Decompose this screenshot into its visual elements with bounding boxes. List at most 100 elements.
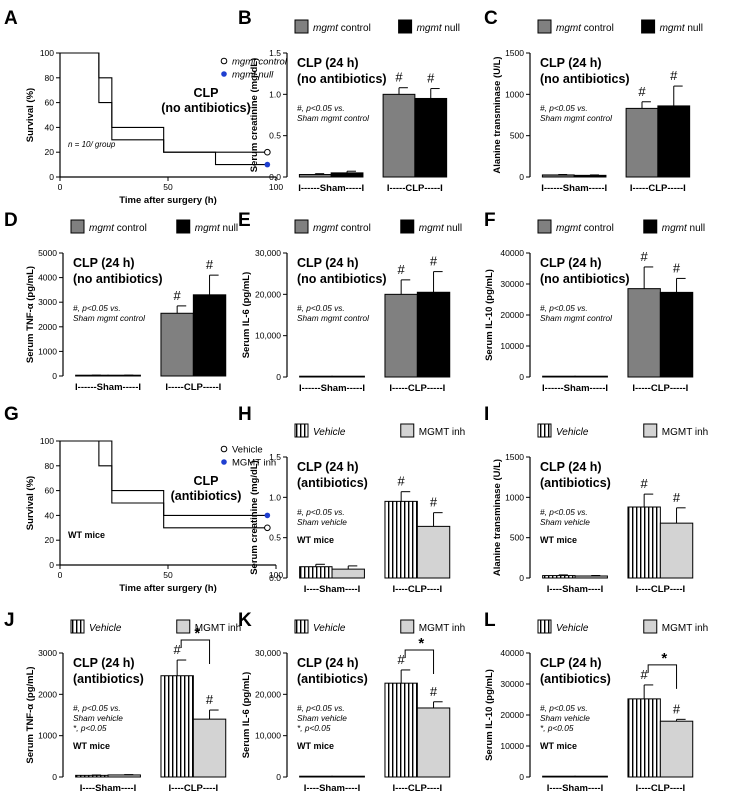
- y-tick-label: 0.0: [269, 573, 281, 583]
- panel-subtitle: (no antibiotics): [297, 72, 387, 86]
- panel-note: #, p<0.05 vs.: [297, 103, 345, 113]
- significance-hash: #: [673, 490, 681, 505]
- legend-swatch: [537, 619, 552, 634]
- panel-title: CLP (24 h): [540, 460, 602, 474]
- legend-label: mgmt null: [195, 223, 238, 234]
- panel-note: #, p<0.05 vs.: [297, 507, 345, 517]
- group-label-clp: I----CLP----I: [169, 783, 219, 794]
- legend-swatch: [537, 219, 552, 234]
- panel-subtitle: (antibiotics): [73, 672, 144, 686]
- y-tick-label: 0: [276, 372, 281, 382]
- y-tick-label: 10000: [500, 741, 524, 751]
- group-label-sham: I------Sham-----I: [542, 383, 608, 394]
- panel-title: CLP (24 h): [297, 656, 359, 670]
- legend-label: MGMT inh: [419, 427, 466, 438]
- panel-note: *, p<0.05: [297, 723, 331, 733]
- y-tick-label: 0.5: [269, 533, 281, 543]
- bar-0: [299, 775, 333, 778]
- y-tick-label: 500: [510, 131, 524, 141]
- x-tick-label: 50: [163, 570, 173, 580]
- panel-letter: L: [484, 610, 496, 631]
- significance-hash: #: [174, 288, 182, 303]
- panel-note: Sham vehicle: [540, 517, 590, 527]
- panel-letter: G: [4, 404, 19, 425]
- bar-0: [299, 375, 333, 378]
- significance-star: *: [194, 625, 200, 642]
- y-axis-label: Alanine transminase (U/L): [492, 459, 503, 576]
- group-label-clp: I-----CLP-----I: [387, 183, 443, 194]
- significance-hash: #: [427, 71, 435, 86]
- panel-note: WT mice: [73, 741, 110, 751]
- significance-hash: #: [641, 667, 649, 682]
- panel-title: CLP (24 h): [540, 656, 602, 670]
- panel-c: C 0 500 1000 1500 # # I------Sham-----I I-----CL…: [484, 8, 703, 194]
- panel-title: CLP (24 h): [297, 56, 359, 70]
- panel-letter: D: [4, 210, 18, 231]
- y-tick-label: 1500: [505, 48, 524, 58]
- legend-label: mgmt control: [232, 57, 288, 68]
- significance-hash: #: [206, 257, 214, 272]
- panel-note: #, p<0.05 vs.: [297, 303, 345, 313]
- x-tick-label: 100: [269, 182, 283, 192]
- bar-2: [384, 682, 418, 778]
- y-tick-label: 3000: [38, 648, 57, 658]
- panel-title: CLP (24 h): [73, 656, 135, 670]
- legend-label: MGMT inh: [419, 623, 466, 634]
- y-axis-label: Serum TNF-α (pg/mL): [25, 666, 36, 763]
- y-tick-label: 1500: [505, 452, 524, 462]
- survival-end-marker: [264, 148, 271, 156]
- panel-note: Sham mgmt control: [297, 113, 370, 123]
- y-tick-label: 4000: [38, 273, 57, 283]
- panel-subtitle: (no antibiotics): [161, 101, 251, 115]
- significance-hash: #: [174, 642, 182, 657]
- y-axis-label: Serum creatinine (mg/dL): [249, 58, 260, 173]
- bar-1: [107, 774, 141, 778]
- y-tick-label: 20000: [500, 710, 524, 720]
- panel-note: Sham mgmt control: [540, 313, 613, 323]
- legend-label: Vehicle: [232, 445, 263, 456]
- significance-hash: #: [398, 262, 406, 277]
- legend-swatch: [70, 219, 85, 234]
- y-tick-label: 1000: [38, 346, 57, 356]
- y-tick-label: 40000: [500, 648, 524, 658]
- panel-note: Sham mgmt control: [297, 313, 370, 323]
- group-label-sham: I------Sham-----I: [541, 183, 607, 194]
- legend-label: MGMT inh: [232, 458, 276, 469]
- panel-note: #, p<0.05 vs.: [73, 703, 121, 713]
- panel-subtitle: (antibiotics): [297, 476, 368, 490]
- significance-bracket: [404, 649, 435, 674]
- y-tick-label: 2000: [38, 689, 57, 699]
- panel-note: WT mice: [540, 741, 577, 751]
- group-label-clp: I-----CLP-----I: [630, 183, 686, 194]
- x-tick-label: 50: [163, 182, 173, 192]
- group-label-sham: I------Sham-----I: [75, 382, 141, 393]
- panel-note: WT mice: [297, 535, 334, 545]
- panel-note: *, p<0.05: [540, 723, 574, 733]
- legend-swatch: [294, 19, 309, 34]
- panel-note: *, p<0.05: [73, 723, 107, 733]
- panel-subtitle: (no antibiotics): [540, 72, 630, 86]
- panel-k: K 0 10,000 20,000 30,000 # # * I----Sham----I I--…: [238, 610, 465, 794]
- bar-1: [574, 375, 608, 378]
- panel-note: #, p<0.05 vs.: [540, 703, 588, 713]
- panel-subtitle: (no antibiotics): [297, 272, 387, 286]
- panel-title: CLP (24 h): [540, 256, 602, 270]
- y-axis-label: Serum IL-10 (pg/mL): [484, 669, 495, 761]
- y-tick-label: 0: [49, 172, 54, 182]
- legend-label: Vehicle: [556, 427, 589, 438]
- significance-hash: #: [638, 84, 646, 99]
- panel-letter: H: [238, 404, 252, 425]
- significance-hash: #: [398, 652, 406, 667]
- panel-letter: B: [238, 8, 252, 29]
- bar-2: [627, 288, 661, 378]
- y-tick-label: 0: [276, 772, 281, 782]
- y-tick-label: 0: [519, 172, 524, 182]
- y-tick-label: 30,000: [255, 248, 281, 258]
- y-tick-label: 30,000: [255, 648, 281, 658]
- bar-1: [330, 172, 364, 178]
- panel-title: CLP (24 h): [540, 56, 602, 70]
- bar-0: [299, 566, 333, 579]
- x-axis-label: Time after surgery (h): [119, 195, 217, 206]
- y-tick-label: 2000: [38, 322, 57, 332]
- panel-j: J 0 1000 2000 3000 # # * I----Sham----I I----CLP-…: [4, 610, 241, 794]
